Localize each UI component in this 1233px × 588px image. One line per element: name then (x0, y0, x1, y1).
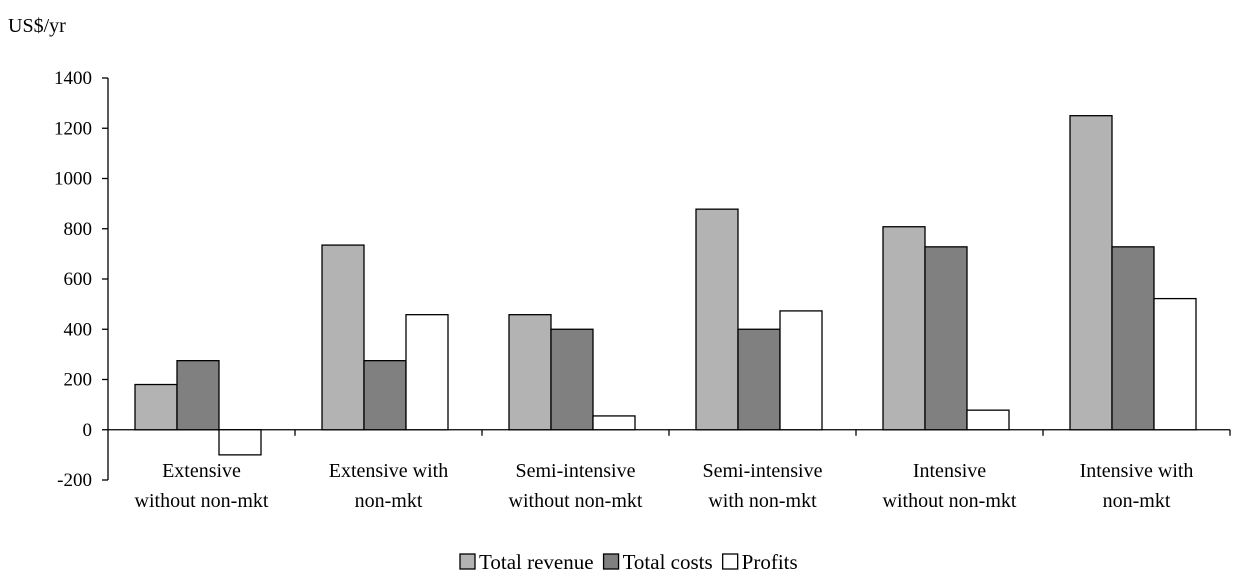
bar (176, 360, 220, 431)
legend-label: Total costs (623, 550, 713, 574)
y-tick-label: 0 (83, 420, 93, 441)
bar (1069, 115, 1113, 431)
bar (924, 246, 968, 431)
legend-swatch (602, 553, 620, 570)
y-axis-unit-label: US$/yr (8, 15, 66, 37)
bar (218, 429, 262, 456)
bar (1111, 246, 1155, 431)
axes (102, 77, 1231, 481)
y-tick-label: 1200 (54, 118, 92, 139)
bar (405, 314, 449, 431)
category-label: with non-mkt (708, 490, 817, 512)
y-tick-label: 800 (64, 219, 93, 240)
category-label: Intensive with (1080, 460, 1194, 482)
bar (363, 360, 407, 431)
category-label: Intensive (913, 460, 986, 482)
category-label: Semi-intensive (516, 460, 636, 482)
y-tick-labels: -200 0 200 400 600 800 1000 1200 1400 (54, 68, 92, 491)
legend-label: Total revenue (479, 550, 594, 574)
y-tick-label: -200 (57, 470, 92, 491)
y-tick-label: 400 (64, 319, 93, 340)
category-label: without non-mkt (509, 490, 643, 512)
bar (134, 383, 178, 431)
legend-swatch (459, 553, 476, 570)
bar (737, 328, 781, 431)
category-label: Semi-intensive (703, 460, 823, 482)
legend-label: Profits (742, 550, 798, 574)
category-labels: Extensive without non-mkt Extensive with no… (135, 460, 1194, 512)
category-label: non-mkt (1103, 490, 1171, 512)
y-tick-label: 1400 (54, 68, 92, 89)
y-tick-label: 600 (64, 269, 93, 290)
legend: Total revenue Total costs Profits (459, 550, 798, 574)
bar (592, 415, 636, 431)
bar (779, 310, 823, 431)
category-label: non-mkt (355, 490, 423, 512)
y-tick-label: 200 (64, 370, 93, 391)
bar (882, 226, 926, 431)
bar (508, 314, 552, 431)
y-tick-label: 1000 (54, 169, 92, 190)
bar (321, 244, 365, 431)
bar (966, 409, 1010, 431)
bar (550, 328, 594, 431)
category-label: Extensive with (329, 460, 448, 482)
legend-swatch (722, 553, 739, 570)
bar (1153, 297, 1197, 431)
bar (695, 208, 739, 431)
category-label: without non-mkt (135, 490, 269, 512)
bars (134, 115, 1197, 456)
category-label: without non-mkt (883, 490, 1017, 512)
category-label: Extensive (162, 460, 241, 482)
